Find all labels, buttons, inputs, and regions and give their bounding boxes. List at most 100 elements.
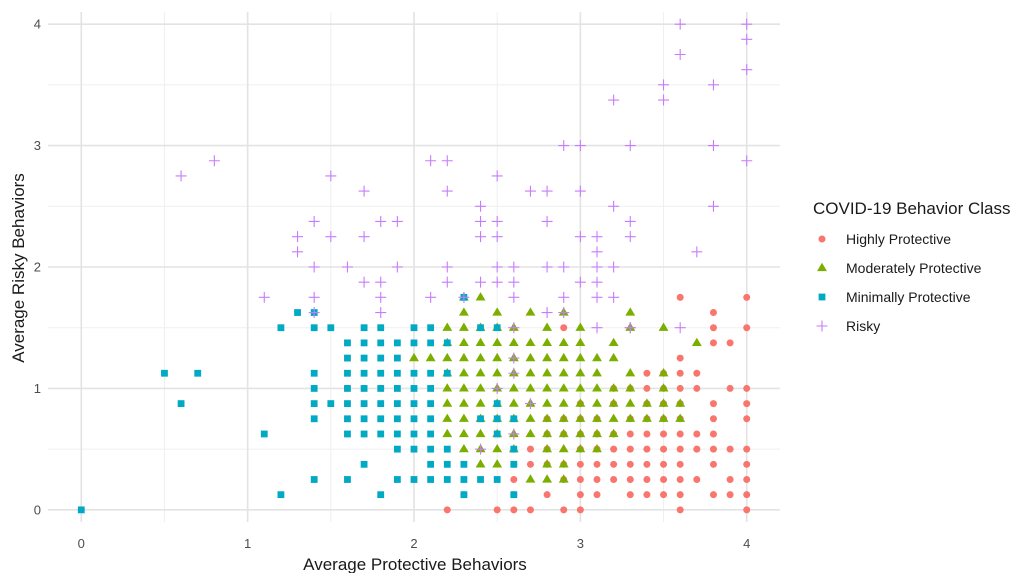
- point-moderately-protective: [575, 383, 586, 392]
- legend-key-highly-protective: [818, 235, 826, 243]
- point-minimally-protective: [277, 491, 285, 499]
- point-minimally-protective: [344, 385, 351, 392]
- point-minimally-protective: [360, 369, 368, 377]
- point-highly-protective: [743, 476, 751, 483]
- point-highly-protective: [693, 476, 701, 483]
- point-minimally-protective: [360, 400, 368, 408]
- point-moderately-protective: [525, 383, 536, 392]
- point-moderately-protective: [558, 474, 569, 483]
- point-moderately-protective: [442, 322, 453, 331]
- point-risky: [475, 200, 487, 212]
- point-risky: [658, 79, 670, 91]
- point-risky: [674, 49, 686, 60]
- point-highly-protective: [709, 400, 717, 408]
- legend: COVID-19 Behavior Class Highly Protectiv…: [813, 199, 1010, 334]
- point-risky: [624, 215, 636, 227]
- point-minimally-protective: [410, 324, 418, 332]
- point-minimally-protective: [427, 430, 435, 438]
- point-moderately-protective: [525, 352, 536, 362]
- point-moderately-protective: [442, 383, 453, 392]
- point-moderately-protective: [675, 398, 686, 407]
- point-risky: [608, 261, 620, 273]
- point-risky: [524, 398, 536, 410]
- point-moderately-protective: [425, 352, 436, 362]
- point-minimally-protective: [377, 491, 385, 499]
- point-risky: [308, 307, 320, 319]
- point-risky: [591, 231, 603, 243]
- legend-title: COVID-19 Behavior Class: [813, 199, 1010, 218]
- point-moderately-protective: [458, 383, 469, 392]
- point-risky: [458, 291, 470, 303]
- series-moderately-protective: [409, 292, 702, 483]
- point-highly-protective: [660, 460, 668, 468]
- point-risky: [624, 140, 636, 152]
- point-moderately-protective: [442, 413, 453, 422]
- point-risky: [608, 200, 620, 212]
- point-highly-protective: [726, 476, 734, 483]
- point-risky: [591, 291, 603, 303]
- point-moderately-protective: [525, 368, 536, 377]
- point-minimally-protective: [260, 430, 268, 438]
- point-moderately-protective: [458, 368, 469, 377]
- point-risky: [441, 261, 453, 273]
- point-minimally-protective: [410, 400, 418, 408]
- point-highly-protective: [626, 491, 634, 499]
- point-moderately-protective: [592, 428, 602, 438]
- point-moderately-protective: [658, 368, 669, 377]
- point-minimally-protective: [510, 491, 518, 499]
- point-minimally-protective: [377, 324, 385, 332]
- point-highly-protective: [576, 460, 584, 468]
- point-risky: [375, 276, 387, 288]
- point-minimally-protective: [493, 415, 501, 423]
- point-highly-protective: [576, 491, 584, 499]
- x-tick-label: 1: [244, 536, 251, 551]
- point-minimally-protective: [493, 476, 501, 483]
- point-risky: [491, 231, 503, 243]
- point-minimally-protective: [410, 339, 418, 347]
- point-moderately-protective: [575, 322, 586, 331]
- point-risky: [208, 155, 220, 167]
- point-moderately-protective: [558, 443, 569, 453]
- point-moderately-protective: [458, 428, 469, 438]
- point-risky: [325, 170, 337, 182]
- point-highly-protective: [676, 476, 684, 483]
- point-highly-protective: [743, 506, 751, 514]
- point-minimally-protective: [393, 445, 401, 453]
- point-minimally-protective: [310, 324, 318, 332]
- point-moderately-protective: [542, 443, 553, 453]
- point-moderately-protective: [625, 398, 636, 407]
- point-moderately-protective: [458, 398, 469, 407]
- point-risky: [541, 185, 553, 197]
- series-risky: [175, 18, 753, 455]
- point-highly-protective: [593, 476, 601, 483]
- point-moderately-protective: [558, 337, 569, 347]
- point-risky: [508, 428, 520, 440]
- point-moderately-protective: [625, 368, 636, 377]
- point-minimally-protective: [443, 460, 451, 468]
- point-risky: [491, 382, 503, 394]
- point-highly-protective: [676, 293, 684, 301]
- point-moderately-protective: [641, 413, 652, 422]
- point-highly-protective: [676, 506, 684, 514]
- point-highly-protective: [526, 445, 534, 453]
- y-tick-label: 2: [34, 260, 41, 275]
- point-moderately-protective: [475, 428, 486, 438]
- point-minimally-protective: [310, 476, 318, 483]
- point-moderately-protective: [475, 337, 486, 347]
- point-highly-protective: [643, 445, 651, 453]
- point-risky: [524, 185, 536, 197]
- point-highly-protective: [660, 476, 668, 483]
- point-moderately-protective: [525, 337, 536, 347]
- point-risky: [558, 261, 570, 273]
- point-minimally-protective: [410, 369, 418, 377]
- point-moderately-protective: [508, 398, 519, 407]
- point-risky: [741, 155, 753, 167]
- point-minimally-protective: [360, 385, 368, 392]
- point-highly-protective: [726, 491, 734, 499]
- point-moderately-protective: [608, 383, 619, 392]
- point-moderately-protective: [492, 443, 503, 453]
- legend-item-moderately-protective: Moderately Protective: [817, 260, 982, 276]
- point-risky: [292, 231, 304, 243]
- point-minimally-protective: [377, 339, 385, 347]
- point-minimally-protective: [344, 339, 351, 347]
